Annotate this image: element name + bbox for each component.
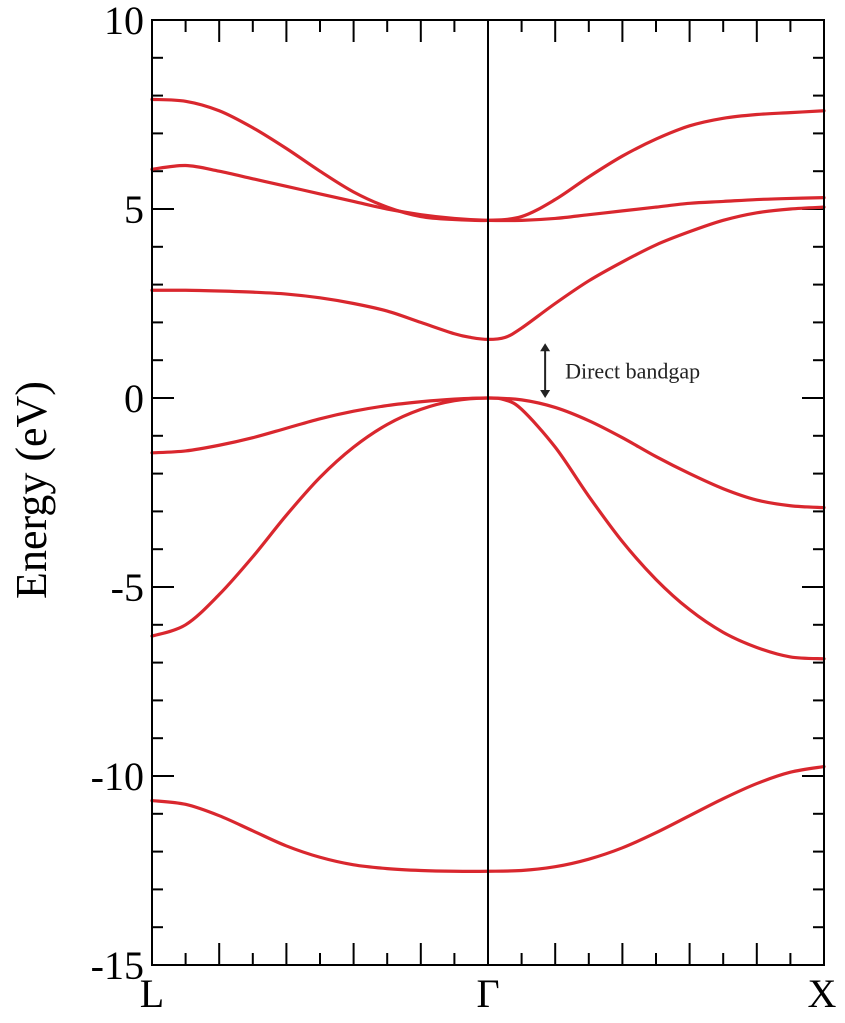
plot-frame [151,19,825,966]
k-point-label: X [808,971,837,1016]
y-tick-label: 5 [124,187,144,232]
k-point-label: L [140,971,164,1016]
y-tick-label: 0 [124,376,144,421]
bandgap-arrow-head-bottom [540,390,551,398]
tick-labels: 10 5 0 -5 -10 -15L Γ X [91,0,837,1016]
y-tick-label: -10 [91,754,144,799]
y-axis-title: Energy (eV) [7,381,56,599]
bandgap-label: Direct bandgap [565,359,700,384]
bandgap-annotation: Direct bandgap [540,343,700,398]
bandgap-arrow-head-top [540,343,551,352]
y-tick-label: -5 [111,565,144,610]
k-point-label: Γ [476,971,499,1016]
y-tick-label: 10 [104,0,144,43]
y-tick-label: -15 [91,943,144,988]
